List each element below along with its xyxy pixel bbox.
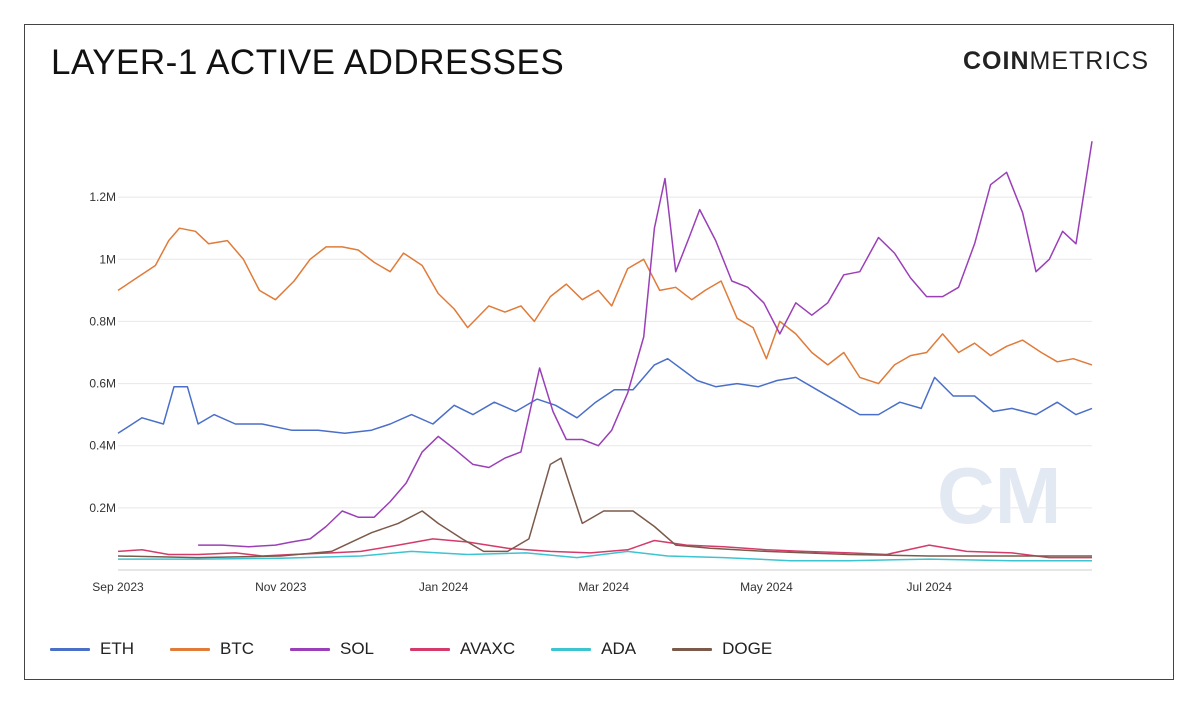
legend-item-sol[interactable]: SOL	[290, 639, 374, 659]
page-title: LAYER-1 ACTIVE ADDRESSES	[51, 43, 565, 82]
x-tick-label: Mar 2024	[578, 580, 629, 594]
x-tick-label: Sep 2023	[92, 580, 144, 594]
x-tick-label: Jul 2024	[907, 580, 953, 594]
x-axis-tick-labels: Sep 2023 Nov 2023 Jan 2024 Mar 2024 May 2024…	[92, 580, 952, 594]
series-line-ada	[118, 550, 1092, 562]
legend-label: BTC	[220, 639, 254, 658]
legend-swatch	[410, 647, 451, 651]
y-tick-label: 0.4M	[89, 439, 116, 453]
legend-swatch	[50, 647, 90, 651]
legend-label: AVAXC	[460, 639, 516, 658]
y-tick-label: 1.2M	[89, 190, 116, 204]
series-line-avaxc	[117, 538, 1092, 559]
legend-item-doge[interactable]: DOGE	[672, 639, 772, 659]
coinmetrics-logo: COINMETRICS	[963, 47, 1149, 76]
watermark-text: CM	[937, 451, 1061, 540]
legend: ETH BTC SOL AVAXC ADA DOGE	[50, 639, 808, 659]
x-tick-label: Jan 2024	[419, 580, 469, 594]
y-tick-label: 0.8M	[89, 314, 116, 328]
line-chart: CM 0.2M 0.4M 0.6M 0.8M 1M 1.2M Sep 2023 Nov 20…	[89, 141, 1093, 594]
legend-item-avaxc[interactable]: AVAXC	[410, 639, 515, 659]
chart-frame: LAYER-1 ACTIVE ADDRESSES COINMETRICS CM …	[24, 24, 1174, 680]
x-tick-label: Nov 2023	[255, 580, 307, 594]
series-lines	[117, 141, 1093, 562]
series-line-doge	[117, 457, 1092, 559]
cm-watermark: CM	[937, 451, 1061, 540]
legend-label: ETH	[100, 639, 134, 658]
y-tick-label: 0.2M	[89, 501, 116, 515]
legend-swatch	[170, 647, 210, 651]
series-line-eth	[117, 357, 1093, 435]
legend-label: ADA	[601, 639, 637, 658]
legend-swatch	[672, 647, 713, 651]
legend-swatch	[551, 647, 592, 651]
y-tick-label: 1M	[99, 252, 116, 266]
y-tick-label: 0.6M	[89, 377, 116, 391]
series-line-btc	[117, 227, 1093, 385]
x-tick-label: May 2024	[740, 580, 793, 594]
series-line-sol	[198, 141, 1093, 548]
legend-swatch	[290, 647, 330, 651]
y-axis-tick-labels: 0.2M 0.4M 0.6M 0.8M 1M 1.2M	[89, 190, 116, 515]
logo-light-text: METRICS	[1029, 47, 1149, 75]
legend-item-ada[interactable]: ADA	[551, 639, 636, 659]
legend-item-eth[interactable]: ETH	[50, 639, 134, 659]
logo-bold-text: COIN	[963, 47, 1030, 75]
legend-item-btc[interactable]: BTC	[170, 639, 254, 659]
legend-label: DOGE	[722, 639, 773, 658]
gridlines	[118, 196, 1092, 571]
legend-label: SOL	[340, 639, 375, 658]
